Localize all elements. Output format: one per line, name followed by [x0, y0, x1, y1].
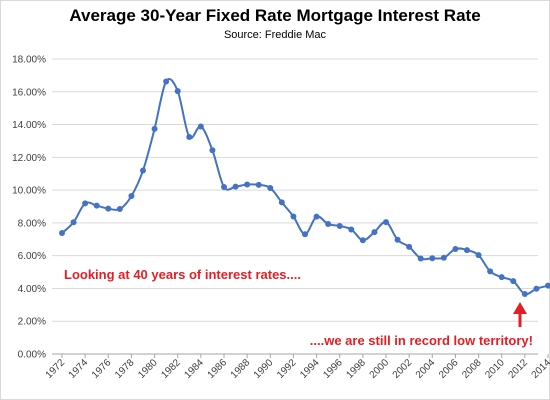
chart-title: Average 30-Year Fixed Rate Mortgage Inte…: [69, 6, 481, 25]
data-point: [151, 125, 158, 132]
data-point: [371, 229, 378, 236]
x-tick-label: 1972: [44, 357, 68, 381]
y-tick-label: 0.00%: [18, 350, 46, 361]
x-tick-label: 2012: [506, 357, 530, 381]
data-point: [290, 213, 297, 220]
data-point: [521, 291, 528, 298]
data-point: [186, 134, 193, 141]
data-point: [221, 183, 227, 190]
x-tick-label: 2002: [391, 357, 415, 381]
y-tick-label: 6.00%: [18, 251, 46, 262]
data-point: [59, 230, 65, 237]
x-tick-label: 1974: [67, 357, 91, 381]
x-tick-label: 1992: [275, 357, 299, 381]
x-tick-label: 1978: [113, 357, 137, 381]
data-point: [70, 219, 77, 226]
data-point: [429, 255, 436, 262]
x-tick-label: 2006: [437, 357, 461, 381]
x-tick-label: 1988: [229, 357, 253, 381]
x-axis: [52, 353, 549, 358]
x-tick-label: 2010: [483, 357, 507, 381]
data-point: [417, 255, 424, 262]
x-tick-label: 1980: [136, 357, 160, 381]
data-point: [475, 252, 482, 259]
data-point: [498, 274, 505, 281]
annotation-bottom: ....we are still in record low territory…: [310, 333, 533, 348]
x-tick-label: 1990: [252, 357, 276, 381]
x-tick-label: 2004: [414, 357, 438, 381]
x-tick-label: 1986: [206, 357, 230, 381]
data-point: [255, 181, 262, 188]
data-point: [359, 237, 366, 244]
x-tick-label: 1998: [344, 357, 368, 381]
annotation-top: Looking at 40 years of interest rates...…: [64, 267, 301, 282]
data-point: [336, 223, 343, 230]
y-tick-label: 12.00%: [12, 153, 46, 164]
data-point: [116, 205, 123, 212]
data-point: [302, 231, 308, 238]
x-tick-label: 1984: [182, 357, 206, 381]
data-point: [440, 254, 447, 261]
x-tick-label: 1982: [159, 357, 183, 381]
data-point: [313, 213, 320, 220]
data-point: [278, 199, 285, 206]
data-point: [348, 226, 355, 233]
series-group: [59, 78, 550, 298]
y-tick-label: 4.00%: [18, 284, 46, 295]
data-point: [464, 247, 470, 254]
annotations: Looking at 40 years of interest rates...…: [64, 267, 533, 348]
data-point: [140, 167, 146, 174]
data-point: [244, 181, 251, 188]
data-point: [487, 268, 494, 275]
x-tick-label: 1976: [90, 357, 114, 381]
data-point: [197, 123, 204, 130]
data-point: [533, 285, 540, 292]
x-tick-label: 2014: [530, 357, 550, 381]
x-tick-label: 1994: [298, 357, 322, 381]
series-line: [61, 78, 549, 296]
data-point: [394, 236, 401, 243]
x-tick-label: 2000: [368, 357, 392, 381]
y-tick-label: 10.00%: [12, 186, 46, 197]
data-point: [325, 221, 332, 228]
y-tick-label: 16.00%: [12, 87, 46, 98]
data-point: [105, 205, 112, 212]
y-tick-label: 14.00%: [12, 120, 46, 131]
y-tick-label: 8.00%: [18, 218, 46, 229]
x-axis-ticks: 1972 1974 1976 1978 1980 1982 1984 1986 1988 1990…: [44, 357, 550, 381]
data-point: [545, 282, 550, 289]
data-point: [128, 193, 135, 200]
data-point: [452, 245, 459, 252]
data-point: [209, 147, 216, 154]
data-point: [82, 200, 89, 207]
data-point: [163, 78, 170, 85]
data-point: [510, 278, 517, 285]
annotation-arrow-head: [513, 302, 527, 314]
data-point: [174, 88, 181, 95]
data-point: [232, 183, 239, 190]
x-tick-label: 2008: [460, 357, 484, 381]
data-point: [267, 184, 274, 191]
data-point: [383, 219, 389, 226]
y-tick-label: 18.00%: [12, 55, 46, 66]
y-axis-ticks: 0.00% 2.00% 4.00% 6.00% 8.00% 10.00% 12.00% 14.…: [12, 55, 46, 361]
chart-subtitle: Source: Freddie Mac: [223, 29, 327, 41]
y-tick-label: 2.00%: [18, 317, 46, 328]
gridlines: [52, 58, 538, 355]
data-point: [93, 202, 100, 209]
data-point: [406, 243, 413, 250]
x-tick-label: 1996: [321, 357, 345, 381]
